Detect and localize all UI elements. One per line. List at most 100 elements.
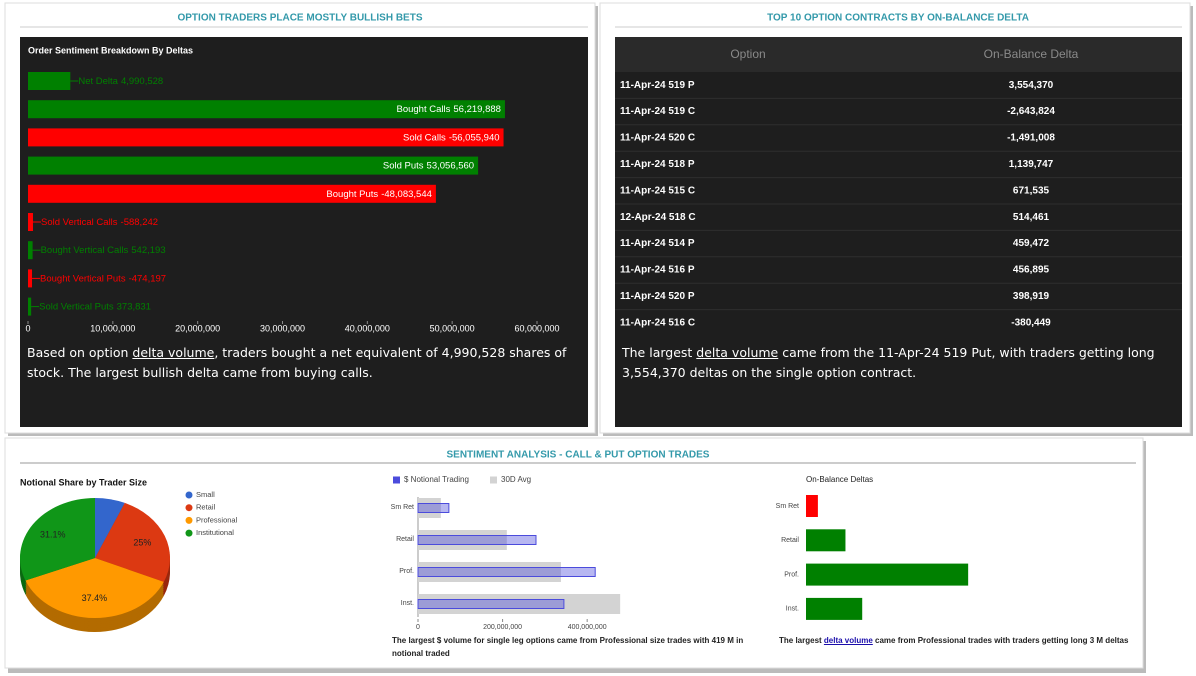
bar xyxy=(28,269,33,288)
bar-label: Bought Vertical Puts -474,197 xyxy=(40,273,166,284)
category-label: Retail xyxy=(781,537,799,544)
bar xyxy=(28,156,479,175)
table-cell: 3,554,370 xyxy=(1009,80,1054,91)
value-label: 25% xyxy=(133,537,151,547)
bar xyxy=(417,599,565,609)
table-cell: 11-Apr-24 519 C xyxy=(620,106,695,117)
value-label: 31.1% xyxy=(40,530,66,540)
x-tick-label: 60,000,000 xyxy=(514,323,559,333)
text: came from the 11-Apr-24 519 Put, with tr… xyxy=(622,345,1155,380)
chart-title: On-Balance Deltas xyxy=(806,475,873,484)
bar xyxy=(806,495,818,517)
bar xyxy=(417,503,450,513)
bar xyxy=(28,241,33,260)
link[interactable]: delta volume xyxy=(696,345,779,360)
panel-title: SENTIMENT ANALYSIS - CALL & PUT OPTION T… xyxy=(447,450,710,461)
column-header: On-Balance Delta xyxy=(984,47,1079,61)
category-label: Bought Vertical Puts xyxy=(40,273,126,284)
x-tick-label: 400,000,000 xyxy=(568,624,607,631)
value-label: 53,056,560 xyxy=(427,160,475,171)
category-label: Bought Puts xyxy=(326,188,378,199)
category-label: Sm Ret xyxy=(390,504,414,511)
x-tick-label: 20,000,000 xyxy=(175,323,220,333)
category-label: Sold Puts xyxy=(383,160,424,171)
link[interactable]: delta volume xyxy=(823,636,873,645)
table-cell: -1,491,008 xyxy=(1007,133,1055,144)
legend-swatch xyxy=(185,504,193,512)
category-label: Sm Ret xyxy=(776,503,799,510)
bar-label: Sold Vertical Puts 373,831 xyxy=(39,301,151,312)
bar xyxy=(28,297,32,316)
value-label: 4,990,528 xyxy=(121,76,163,87)
category-label: Sold Vertical Calls xyxy=(41,217,118,228)
value-label: -474,197 xyxy=(129,273,167,284)
bar xyxy=(28,128,504,147)
legend-swatch xyxy=(185,516,193,524)
table-cell: 398,919 xyxy=(1013,291,1050,302)
table-cell: 11-Apr-24 520 P xyxy=(620,291,695,302)
value-label: 542,193 xyxy=(131,245,165,256)
bar-label: Bought Calls 56,219,888 xyxy=(397,104,501,115)
bar xyxy=(417,535,537,545)
table-cell: 11-Apr-24 519 P xyxy=(620,80,695,91)
link[interactable]: delta volume xyxy=(132,345,215,360)
text: , traders bought a net equivalent of 4,9… xyxy=(27,345,567,380)
value-label: -56,055,940 xyxy=(449,132,500,143)
panel-title: TOP 10 OPTION CONTRACTS BY ON-BALANCE DE… xyxy=(767,13,1029,24)
table-background xyxy=(615,37,1182,427)
bar xyxy=(28,184,436,203)
category-label: Inst. xyxy=(400,600,414,607)
x-tick-label: 10,000,000 xyxy=(90,323,135,333)
category-label: Bought Vertical Calls xyxy=(41,245,129,256)
bar xyxy=(806,563,969,586)
legend-label: Professional xyxy=(196,515,238,524)
column-header: Option xyxy=(730,47,765,61)
chart-note: The largest delta volume came from Profe… xyxy=(779,634,1139,647)
value-label: -588,242 xyxy=(121,217,159,228)
chart-title: Order Sentiment Breakdown By Deltas xyxy=(28,45,193,55)
bar xyxy=(28,100,505,119)
panel-title: OPTION TRADERS PLACE MOSTLY BULLISH BETS xyxy=(177,13,422,24)
table-cell: 11-Apr-24 520 C xyxy=(620,133,695,144)
text: came from Professional trades with trade… xyxy=(872,636,1129,645)
table-cell: 1,139,747 xyxy=(1009,159,1054,170)
category-label: Sold Vertical Puts xyxy=(39,301,114,312)
summary: The largest delta volume came from the 1… xyxy=(622,343,1177,383)
pie-slice xyxy=(95,498,125,558)
chart-title: Notional Share by Trader Size xyxy=(20,477,147,487)
category-label: Prof. xyxy=(784,571,799,578)
x-tick-label: 0 xyxy=(416,624,420,631)
legend-swatch xyxy=(185,529,193,537)
bar xyxy=(28,72,71,90)
legend-label: 30D Avg xyxy=(501,475,531,484)
bar xyxy=(806,597,863,620)
table-cell: 11-Apr-24 514 P xyxy=(620,238,695,249)
bar-label: Sold Vertical Calls -588,242 xyxy=(41,217,158,228)
table-cell: -380,449 xyxy=(1011,317,1051,328)
x-tick-label: 40,000,000 xyxy=(345,323,390,333)
pie-slice xyxy=(25,558,164,618)
table-cell: 11-Apr-24 516 P xyxy=(620,265,695,276)
legend-label: Retail xyxy=(196,503,216,512)
text: The largest xyxy=(622,345,697,360)
legend-swatch xyxy=(393,476,400,484)
category-label: Prof. xyxy=(399,568,414,575)
chart-note: The largest $ volume for single leg opti… xyxy=(392,636,744,658)
bar-label: Sold Puts 53,056,560 xyxy=(383,160,474,171)
table-header xyxy=(615,37,1182,72)
table-cell: -2,643,824 xyxy=(1007,106,1055,117)
x-tick-label: 30,000,000 xyxy=(260,323,305,333)
category-label: Bought Calls xyxy=(397,104,451,115)
bar-label: Sold Calls -56,055,940 xyxy=(403,132,500,143)
x-tick-label: 0 xyxy=(25,323,30,333)
legend-swatch xyxy=(185,491,193,499)
legend-label: Institutional xyxy=(196,528,234,537)
table-cell: 12-Apr-24 518 C xyxy=(620,212,696,223)
category-label: Retail xyxy=(396,536,414,543)
value-label: 56,219,888 xyxy=(453,104,501,115)
legend-swatch xyxy=(490,476,497,484)
bar-label: Bought Vertical Calls 542,193 xyxy=(41,245,166,256)
category-label: Sold Calls xyxy=(403,132,446,143)
value-label: 37.4% xyxy=(82,593,108,603)
